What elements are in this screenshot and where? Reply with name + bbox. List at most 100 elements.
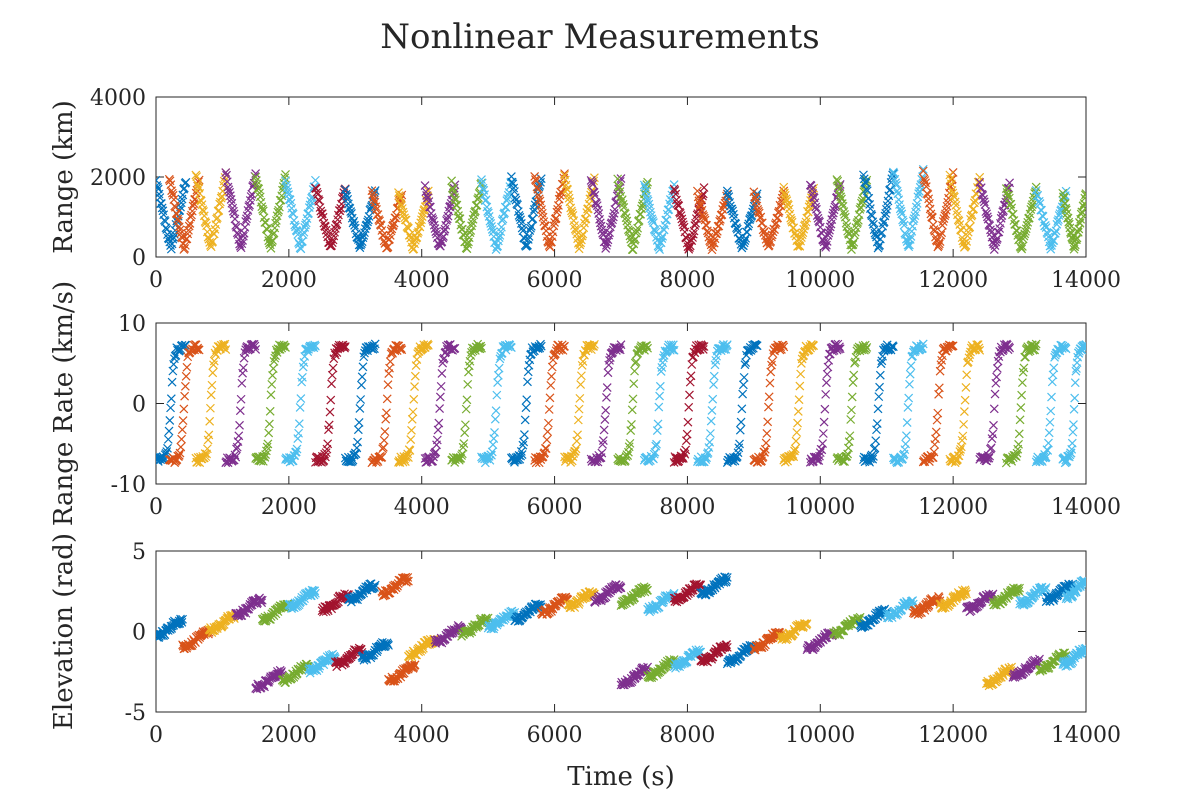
x-marker	[269, 357, 279, 366]
elevation-subplot: 0 2000 4000 6000 8000 10000 12000 14000-505Elev…	[49, 533, 1121, 792]
x-marker	[570, 221, 579, 230]
x-marker	[992, 363, 1002, 373]
x-marker	[515, 454, 525, 464]
x-marker	[281, 180, 291, 190]
x-marker	[595, 214, 604, 224]
x-marker	[1069, 420, 1078, 429]
x-marker	[428, 215, 438, 224]
pass-series	[692, 186, 732, 255]
x-marker	[888, 342, 898, 352]
pass-series	[590, 580, 626, 607]
x-marker	[545, 393, 555, 403]
x-marker	[270, 353, 280, 363]
x-marker	[368, 190, 378, 199]
x-marker	[670, 186, 680, 195]
x-marker	[802, 619, 812, 629]
x-marker	[205, 416, 215, 426]
x-marker	[790, 228, 800, 238]
x-marker	[238, 231, 248, 241]
x-marker	[241, 216, 251, 226]
x-marker	[962, 370, 972, 380]
pass-series	[1008, 654, 1044, 682]
x-marker	[986, 225, 995, 235]
x-tick-label: 12000	[918, 495, 988, 520]
x-marker	[174, 222, 184, 232]
x-marker	[643, 196, 653, 206]
x-marker	[1070, 378, 1080, 388]
x-marker	[541, 444, 551, 453]
x-marker	[722, 340, 732, 350]
pass-series	[191, 339, 231, 468]
x-marker	[873, 404, 883, 414]
x-marker	[631, 357, 641, 367]
pass-series	[284, 585, 320, 614]
x-marker	[1081, 579, 1086, 588]
x-marker	[934, 383, 944, 393]
x-marker	[637, 201, 647, 211]
x-marker	[984, 453, 994, 463]
x-marker	[722, 642, 732, 652]
x-marker	[201, 218, 211, 228]
x-marker	[280, 173, 290, 183]
x-marker	[625, 438, 635, 448]
x-marker	[1066, 448, 1076, 458]
range-subplot: 0 2000 4000 6000 8000 10000 12000 1400002000400…	[49, 86, 1121, 293]
y-axis-label: Range Rate (km/s)	[49, 281, 79, 526]
x-marker	[979, 197, 989, 207]
x-marker	[493, 378, 503, 387]
x-marker	[346, 207, 356, 216]
x-marker	[317, 209, 327, 219]
x-marker	[1061, 205, 1071, 215]
x-marker	[463, 239, 473, 249]
x-marker	[822, 369, 832, 379]
x-marker	[1071, 366, 1081, 376]
x-marker	[404, 453, 413, 462]
x-marker	[542, 435, 552, 445]
x-marker	[473, 195, 483, 204]
x-marker	[379, 435, 389, 445]
x-marker	[937, 228, 947, 238]
pass-series	[613, 341, 652, 467]
x-marker	[164, 426, 174, 436]
x-marker	[265, 419, 274, 429]
x-marker	[462, 395, 472, 405]
x-marker	[1081, 189, 1086, 199]
x-marker	[1017, 390, 1027, 400]
x-marker	[631, 228, 641, 238]
x-marker	[898, 217, 908, 227]
x-tick-label: 6000	[527, 268, 583, 293]
x-marker	[989, 420, 998, 430]
x-marker	[839, 207, 849, 217]
x-marker	[407, 425, 416, 435]
x-marker	[249, 339, 259, 349]
x-marker	[672, 195, 681, 205]
x-marker	[815, 448, 825, 458]
x-marker	[874, 392, 884, 402]
x-marker	[380, 427, 390, 436]
x-marker	[792, 428, 802, 437]
pass-series	[447, 339, 486, 467]
x-marker	[985, 451, 995, 461]
x-marker	[560, 341, 569, 351]
x-marker	[544, 405, 554, 414]
x-marker	[598, 436, 608, 446]
x-marker	[848, 378, 858, 388]
x-marker	[263, 232, 273, 242]
x-marker	[224, 185, 234, 195]
pass-series	[1058, 188, 1086, 254]
x-marker	[386, 226, 396, 236]
x-marker	[820, 404, 830, 414]
x-marker	[842, 451, 852, 461]
x-marker	[791, 436, 801, 446]
x-marker	[597, 448, 607, 458]
x-marker	[310, 586, 320, 596]
x-marker	[837, 199, 847, 209]
x-marker	[567, 208, 577, 218]
x-marker	[728, 206, 738, 216]
x-marker	[1014, 586, 1024, 596]
x-marker	[933, 408, 943, 418]
x-marker	[1030, 345, 1040, 355]
x-marker	[709, 380, 718, 389]
x-marker	[328, 363, 338, 373]
x-marker	[573, 430, 582, 440]
